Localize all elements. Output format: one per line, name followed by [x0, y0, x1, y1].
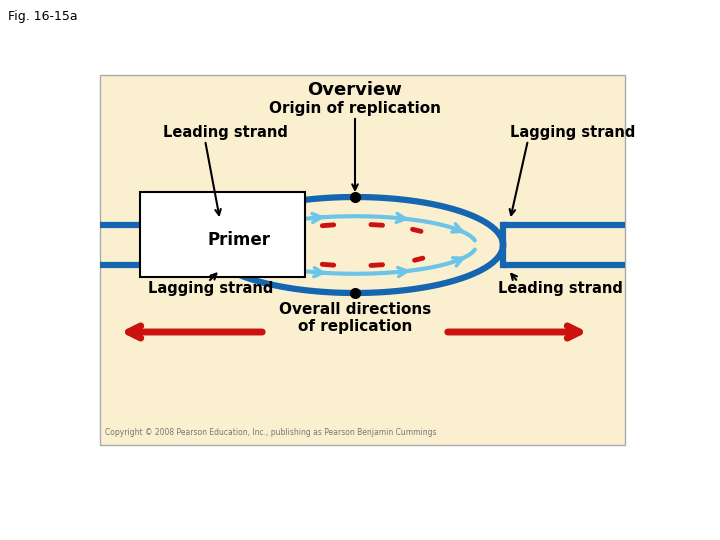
- Text: Leading strand: Leading strand: [163, 125, 288, 139]
- Text: Lagging strand: Lagging strand: [148, 280, 274, 295]
- Text: Fig. 16-15a: Fig. 16-15a: [8, 10, 78, 23]
- Text: Leading strand: Leading strand: [498, 280, 623, 295]
- Text: Overall directions
of replication: Overall directions of replication: [279, 302, 431, 334]
- Text: Overview: Overview: [307, 81, 402, 99]
- Text: Lagging strand: Lagging strand: [510, 125, 635, 139]
- Bar: [100, 75, 625, 445]
- Bar: [140, 192, 305, 277]
- Text: Primer: Primer: [207, 231, 271, 249]
- Text: Copyright © 2008 Pearson Education, Inc., publishing as Pearson Benjamin Cumming: Copyright © 2008 Pearson Education, Inc.…: [105, 428, 436, 437]
- Text: Origin of replication: Origin of replication: [269, 100, 441, 116]
